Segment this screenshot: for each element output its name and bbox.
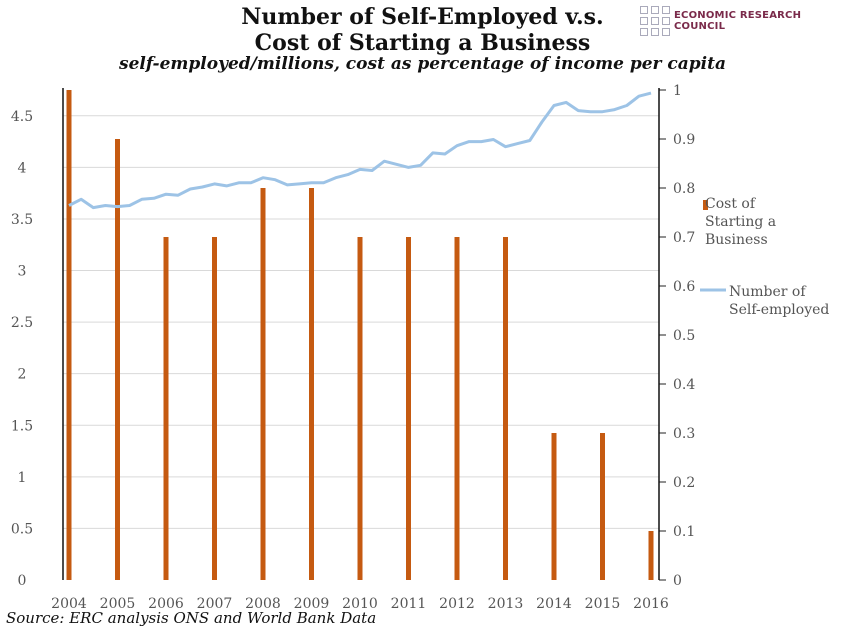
x-axis-tick-label: 2010 [342, 596, 378, 612]
right-axis-tick-label: 0.2 [673, 475, 695, 491]
bar-2011 [406, 237, 411, 580]
left-axis-tick-label: 0 [18, 573, 27, 589]
bar-2016 [648, 531, 654, 580]
logo-text: ECONOMIC RESEARCH COUNCIL [674, 10, 802, 32]
legend-item-self-employed: Number of Self-employed [729, 283, 829, 319]
left-axis-tick-label: 1 [18, 470, 27, 486]
bar-2015 [600, 433, 605, 580]
bar-2010 [357, 237, 363, 580]
x-axis-tick-label: 2016 [633, 596, 669, 612]
bar-2014 [551, 433, 557, 580]
legend-bar-swatch [703, 200, 708, 210]
x-axis-tick-label: 2013 [488, 596, 524, 612]
right-axis-tick-label: 0.4 [673, 377, 695, 393]
left-axis-tick-label: 3.5 [11, 212, 33, 228]
right-axis-tick-label: 0.5 [673, 328, 695, 344]
legend-label-line: Cost of [705, 196, 756, 212]
legend-label-line: Number of [729, 284, 806, 300]
x-axis-tick-label: 2008 [245, 596, 281, 612]
bar-2009 [309, 188, 314, 580]
legend-label-line: Business [705, 232, 768, 248]
right-axis-tick-label: 0.6 [673, 279, 695, 295]
x-axis-tick-label: 2015 [585, 596, 621, 612]
right-axis-tick-label: 0.9 [673, 132, 695, 148]
left-axis-tick-label: 1.5 [11, 418, 33, 434]
x-axis-tick-label: 2014 [536, 596, 572, 612]
bar-2008 [260, 188, 266, 580]
x-axis-tick-label: 2009 [294, 596, 330, 612]
right-axis-tick-label: 0.1 [673, 524, 695, 540]
bar-2005 [115, 139, 120, 580]
right-axis-tick-label: 0.3 [673, 426, 695, 442]
chart-subtitle: self-employed/millions, cost as percenta… [119, 54, 726, 74]
bar-2013 [503, 237, 508, 580]
bar-2007 [212, 237, 217, 580]
x-axis-tick-label: 2004 [51, 596, 87, 612]
erc-logo: ECONOMIC RESEARCH COUNCIL [640, 6, 845, 36]
x-axis-tick-label: 2006 [148, 596, 184, 612]
left-axis-tick-label: 3 [18, 264, 27, 280]
logo-squares-icon [640, 6, 670, 36]
bar-2012 [454, 237, 460, 580]
x-axis-tick-label: 2011 [391, 596, 427, 612]
chart-title-line-1: Number of Self-Employed v.s. [241, 4, 604, 30]
right-axis-tick-label: 0 [673, 573, 682, 589]
right-axis-tick-label: 1 [673, 83, 682, 99]
right-axis-tick-label: 0.7 [673, 230, 695, 246]
left-axis-tick-label: 4.5 [11, 109, 33, 125]
source-note: Source: ERC analysis ONS and World Bank … [6, 609, 377, 627]
left-axis-tick-label: 2 [18, 367, 27, 383]
legend-label-line: Self-employed [729, 302, 830, 318]
self-employed-line [68, 91, 652, 210]
x-axis-tick-label: 2007 [197, 596, 233, 612]
bar-2004 [66, 90, 72, 580]
legend-item-cost: Cost of Starting a Business [705, 195, 776, 249]
x-axis-tick-label: 2012 [439, 596, 475, 612]
right-axis-tick-label: 0.8 [673, 181, 695, 197]
x-axis-tick-label: 2005 [100, 596, 136, 612]
legend-label-line: Starting a [705, 214, 777, 230]
bar-2006 [163, 237, 169, 580]
left-axis-tick-label: 4 [18, 160, 27, 176]
left-axis-tick-label: 2.5 [11, 315, 33, 331]
chart-title-line-2: Cost of Starting a Business [254, 30, 591, 56]
left-axis-tick-label: 0.5 [11, 521, 33, 537]
